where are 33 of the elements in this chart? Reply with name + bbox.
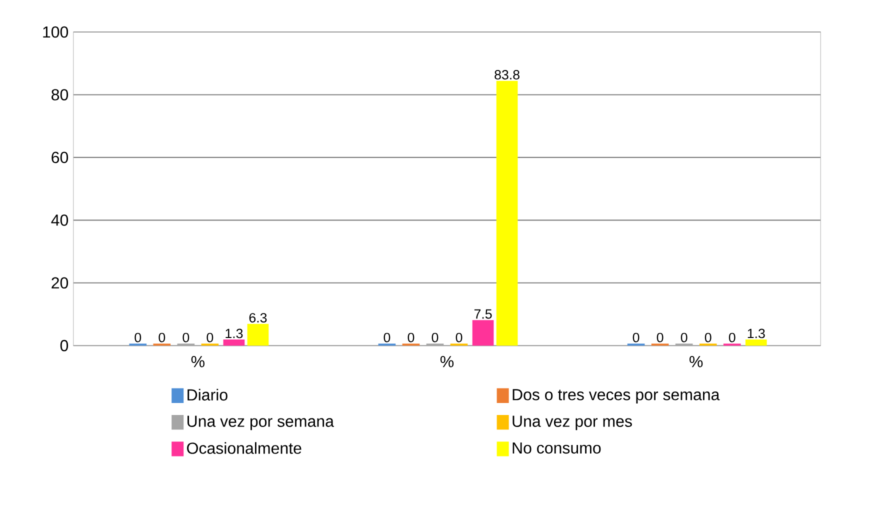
- legend-label: Diario: [188, 388, 228, 400]
- y-tick-label: 40: [51, 214, 68, 226]
- data-label: 0: [408, 332, 414, 342]
- data-label: 0: [182, 332, 190, 342]
- x-tick-label: %: [440, 356, 454, 367]
- y-tick-label: 80: [52, 88, 68, 100]
- data-label: 6.3: [249, 312, 267, 322]
- data-label: 0: [656, 332, 664, 342]
- legend-label: Ocasionalmente: [187, 442, 302, 454]
- legend-label: Una vez por semana: [188, 416, 334, 430]
- data-label: 0: [704, 332, 712, 342]
- data-label: 0: [206, 332, 214, 342]
- y-tick-label: 100: [43, 26, 68, 38]
- data-label: 0: [456, 332, 462, 342]
- data-label: 0: [728, 332, 736, 342]
- data-label: 0: [680, 332, 688, 342]
- data-label: 7.5: [474, 309, 492, 319]
- data-label: 0: [158, 332, 166, 342]
- legend-label: Una vez por mes: [512, 416, 632, 430]
- data-label: 1.3: [226, 328, 243, 338]
- y-tick-label: 60: [52, 152, 68, 163]
- legend-label: Dos o tres veces por semana: [512, 388, 720, 404]
- data-label: 0: [384, 332, 390, 342]
- data-label: 83.8: [494, 70, 520, 80]
- legend-label: No consumo: [512, 442, 601, 454]
- data-label: 0: [134, 332, 142, 342]
- data-label: 0: [432, 332, 438, 342]
- data-label: 1.3: [748, 328, 765, 338]
- x-tick-label: %: [690, 356, 703, 367]
- y-tick-label: 20: [52, 277, 68, 288]
- x-tick-label: %: [191, 356, 204, 367]
- data-label: 0: [632, 332, 640, 342]
- y-tick-label: 0: [60, 340, 68, 352]
